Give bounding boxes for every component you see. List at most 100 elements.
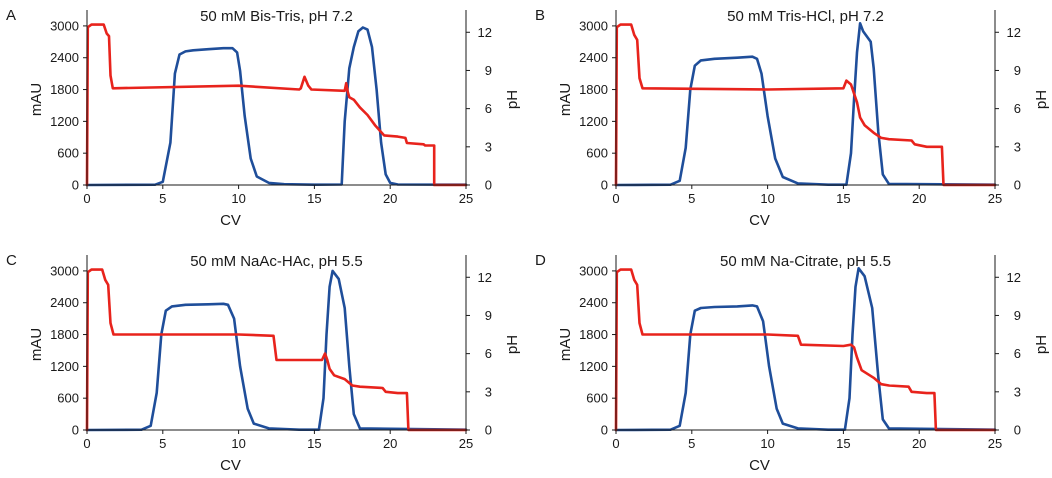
y-left-axis-label: mAU <box>28 328 45 361</box>
series-line-mau <box>85 26 468 187</box>
y-left-axis-label: mAU <box>28 83 45 116</box>
y-left-tick-label: 600 <box>586 146 608 161</box>
x-tick-label: 15 <box>836 436 850 451</box>
chart-title: 50 mM Tris-HCl, pH 7.2 <box>727 8 884 25</box>
y-left-axis-label: mAU <box>557 83 574 116</box>
series-line-ph <box>614 268 997 432</box>
y-right-tick-label: 3 <box>1014 139 1021 154</box>
panel-c: C 50 mM NaAc-HAc, pH 5.5 0 5 10 15 20 25 0 600 120… <box>6 252 521 474</box>
y-right-tick-label: 9 <box>485 308 492 323</box>
y-right-tick-label: 6 <box>485 346 492 361</box>
y-right-tick-label: 0 <box>485 423 492 438</box>
x-axis-label: CV <box>749 457 770 473</box>
series-line-mau <box>85 269 468 432</box>
y-right-tick-label: 12 <box>478 25 492 40</box>
series-line-mau <box>614 266 997 432</box>
y-right-tick-label: 12 <box>1007 25 1021 40</box>
panel-d: D 50 mM Na-Citrate, pH 5.5 0 5 10 15 20 25 0 600 1… <box>535 252 1050 474</box>
y-left-tick-label: 1200 <box>50 359 79 374</box>
x-tick-label: 15 <box>307 191 321 206</box>
chart-title: 50 mM Bis-Tris, pH 7.2 <box>200 8 353 25</box>
y-left-tick-label: 2400 <box>50 50 79 65</box>
chart-title: 50 mM NaAc-HAc, pH 5.5 <box>190 253 363 270</box>
y-left-tick-label: 3000 <box>579 18 608 33</box>
y-left-tick-label: 1800 <box>50 82 79 97</box>
y-left-tick-label: 0 <box>601 423 608 438</box>
x-axis-label: CV <box>220 212 241 229</box>
x-tick-label: 0 <box>612 436 619 451</box>
x-tick-label: 20 <box>912 191 926 206</box>
panel-letter: D <box>535 252 546 269</box>
x-axis-label: CV <box>220 457 241 473</box>
series-line-mau <box>614 21 997 187</box>
y-left-tick-label: 2400 <box>579 295 608 310</box>
y-left-tick-label: 0 <box>72 178 79 193</box>
y-left-tick-label: 600 <box>57 391 79 406</box>
panel-b: B 50 mM Tris-HCl, pH 7.20 5 10 15 20 250600120… <box>535 7 1050 229</box>
y-left-tick-label: 3000 <box>50 263 79 278</box>
panel-letter: B <box>535 7 545 24</box>
x-tick-label: 25 <box>988 191 1002 206</box>
y-right-axis-label: pH <box>1033 90 1050 109</box>
y-right-tick-label: 9 <box>1014 63 1021 78</box>
y-left-tick-label: 3000 <box>579 263 608 278</box>
series-line-ph <box>614 23 997 187</box>
y-left-tick-label: 1800 <box>50 327 79 342</box>
x-tick-label: 0 <box>612 191 619 206</box>
y-right-tick-label: 9 <box>1014 308 1021 323</box>
x-tick-label: 15 <box>836 191 850 206</box>
panel-letter: A <box>6 7 16 24</box>
x-tick-label: 25 <box>459 191 473 206</box>
x-tick-label: 0 <box>83 436 90 451</box>
y-left-tick-label: 0 <box>601 178 608 193</box>
y-right-axis-label: pH <box>504 335 521 354</box>
y-right-axis-label: pH <box>1033 335 1050 354</box>
x-tick-label: 5 <box>159 191 166 206</box>
y-left-tick-label: 1200 <box>50 114 79 129</box>
x-axis-label: CV <box>749 212 770 229</box>
y-left-tick-label: 600 <box>586 391 608 406</box>
y-left-tick-label: 1200 <box>579 114 608 129</box>
y-right-axis-label: pH <box>504 90 521 109</box>
y-left-tick-label: 2400 <box>579 50 608 65</box>
x-tick-label: 5 <box>688 436 695 451</box>
panel-letter: C <box>6 252 17 269</box>
x-tick-label: 20 <box>383 191 397 206</box>
y-right-tick-label: 12 <box>1007 270 1021 285</box>
series-line-ph <box>85 268 468 432</box>
x-tick-label: 5 <box>688 191 695 206</box>
x-tick-label: 20 <box>912 436 926 451</box>
x-tick-label: 15 <box>307 436 321 451</box>
x-tick-label: 10 <box>760 191 774 206</box>
x-tick-label: 25 <box>988 436 1002 451</box>
y-right-tick-label: 3 <box>485 384 492 399</box>
y-left-axis-label: mAU <box>557 328 574 361</box>
y-left-tick-label: 2400 <box>50 295 79 310</box>
y-right-tick-label: 0 <box>485 178 492 193</box>
y-left-tick-label: 0 <box>72 423 79 438</box>
y-right-tick-label: 6 <box>1014 101 1021 116</box>
y-left-tick-label: 1800 <box>579 327 608 342</box>
y-right-tick-label: 0 <box>1014 423 1021 438</box>
y-left-tick-label: 1800 <box>579 82 608 97</box>
x-tick-label: 10 <box>231 191 245 206</box>
panel-a: A 50 mM Bis-Tris, pH 7.20 5 10 15 20 250600120… <box>6 7 521 229</box>
y-right-tick-label: 0 <box>1014 178 1021 193</box>
x-tick-label: 10 <box>760 436 774 451</box>
y-left-tick-label: 600 <box>57 146 79 161</box>
x-tick-label: 10 <box>231 436 245 451</box>
y-right-tick-label: 6 <box>485 101 492 116</box>
y-left-tick-label: 1200 <box>579 359 608 374</box>
chart-title: 50 mM Na-Citrate, pH 5.5 <box>720 253 891 270</box>
y-right-tick-label: 3 <box>1014 384 1021 399</box>
x-tick-label: 0 <box>83 191 90 206</box>
x-tick-label: 20 <box>383 436 397 451</box>
x-tick-label: 25 <box>459 436 473 451</box>
y-right-tick-label: 9 <box>485 63 492 78</box>
x-tick-label: 5 <box>159 436 166 451</box>
y-right-tick-label: 3 <box>485 139 492 154</box>
y-left-tick-label: 3000 <box>50 18 79 33</box>
y-right-tick-label: 6 <box>1014 346 1021 361</box>
